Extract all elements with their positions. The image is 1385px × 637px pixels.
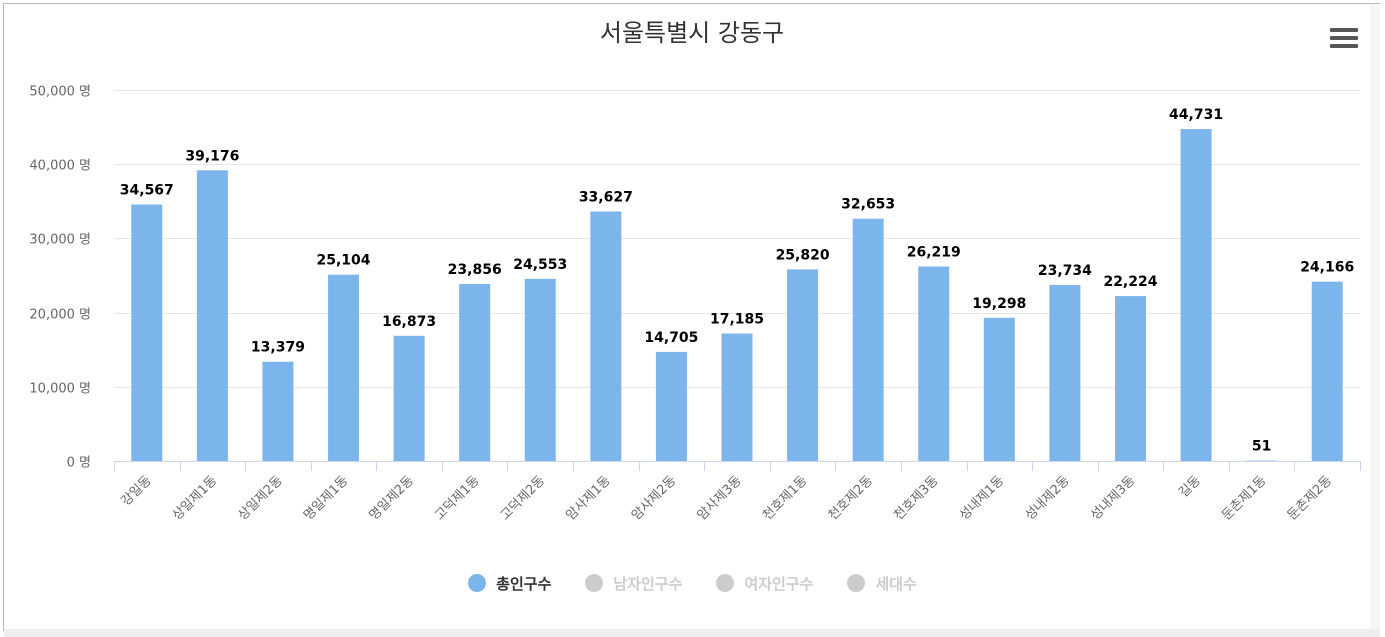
bars (131, 129, 1343, 461)
legend-label: 총인구수 (496, 574, 552, 593)
data-label: 25,820 (776, 247, 830, 263)
x-tick-label: 길동 (1176, 473, 1204, 501)
hamburger-menu-icon[interactable] (1330, 28, 1358, 52)
bar[interactable] (196, 170, 228, 461)
data-label: 34,567 (120, 183, 174, 199)
bottom-border-strip (4, 629, 1380, 637)
legend-item[interactable]: 세대수 (847, 569, 917, 597)
legend-label: 남자인구수 (613, 574, 683, 593)
data-label: 24,166 (1300, 260, 1354, 276)
y-tick-label: 20,000 명 (29, 308, 91, 323)
y-axis-labels: 0 명 10,000 명 20,000 명 30,000 명 40,000 명 50,00… (29, 85, 91, 471)
legend-marker-icon (468, 574, 487, 592)
data-label: 23,856 (448, 262, 502, 278)
legend-marker-icon (716, 574, 735, 592)
y-tick-label: 40,000 명 (29, 159, 91, 174)
bar[interactable] (262, 361, 294, 461)
data-label: 39,176 (185, 148, 239, 164)
bar[interactable] (131, 204, 163, 461)
legend-marker-icon (847, 574, 866, 592)
x-tick-label: 명일제1동 (301, 473, 351, 523)
bar[interactable] (1311, 281, 1343, 461)
x-tick-label: 성내제2동 (1022, 473, 1072, 523)
scroll-gutter (1370, 4, 1380, 630)
y-tick-label: 10,000 명 (29, 382, 91, 397)
data-label: 24,553 (513, 257, 567, 273)
x-tick-label: 성내제1동 (957, 473, 1007, 523)
legend-item[interactable]: 남자인구수 (585, 569, 682, 597)
bar[interactable] (787, 269, 819, 461)
legend-item[interactable]: 총인구수 (468, 569, 551, 597)
data-label: 14,705 (644, 330, 698, 346)
x-tick-label: 명일제2동 (367, 473, 417, 523)
data-label: 13,379 (251, 340, 305, 356)
data-label: 44,731 (1169, 107, 1223, 123)
bar[interactable] (852, 218, 884, 461)
data-label: 25,104 (317, 253, 371, 269)
bar[interactable] (524, 278, 556, 461)
y-tick-label: 0 명 (67, 456, 91, 471)
bar[interactable] (655, 351, 687, 461)
x-tick-label: 고덕제1동 (432, 473, 482, 523)
x-axis: 강일동 상일제1동 상일제2동 명일제1동 명일제2동 고덕제1동 고덕제2동 암사제1동 암사… (114, 461, 1361, 524)
legend-item[interactable]: 여자인구수 (716, 569, 813, 597)
data-label: 26,219 (907, 244, 961, 260)
bar[interactable] (459, 283, 491, 461)
data-label: 17,185 (710, 311, 764, 327)
x-tick-label: 천호제1동 (760, 473, 810, 523)
x-tick-label: 상일제2동 (235, 473, 285, 523)
bar[interactable] (1180, 129, 1212, 461)
bar[interactable] (721, 333, 753, 461)
x-tick-label: 고덕제2동 (498, 473, 548, 523)
bar[interactable] (918, 266, 950, 461)
legend-label: 세대수 (875, 574, 917, 593)
data-label: 32,653 (841, 197, 895, 213)
x-tick-label: 성내제3동 (1088, 473, 1138, 523)
data-label: 23,734 (1038, 263, 1092, 279)
x-tick-label: 둔촌제1동 (1219, 473, 1269, 523)
data-label: 33,627 (579, 189, 633, 205)
bar[interactable] (1049, 284, 1081, 461)
x-tick-label: 암사제3동 (695, 473, 745, 523)
chart-legend: 총인구수 남자인구수 여자인구수 세대수 (0, 569, 1385, 597)
x-tick-label: 암사제1동 (563, 473, 613, 523)
data-label: 51 (1252, 439, 1271, 455)
data-labels: 34,567 39,176 13,379 25,104 16,873 23,856 24,5… (120, 107, 1354, 455)
y-tick-label: 30,000 명 (29, 233, 91, 248)
data-label: 16,873 (382, 314, 436, 330)
x-tick-label: 천호제2동 (826, 473, 876, 523)
data-label: 19,298 (972, 296, 1026, 312)
legend-label: 여자인구수 (744, 574, 814, 593)
data-label: 22,224 (1103, 274, 1157, 290)
bar[interactable] (1114, 296, 1146, 461)
bar[interactable] (983, 317, 1015, 461)
x-tick-label: 둔촌제2동 (1285, 473, 1335, 523)
y-tick-label: 50,000 명 (29, 85, 91, 100)
bar[interactable] (393, 335, 425, 461)
chart-title: 서울특별시 강동구 (600, 19, 784, 47)
bar[interactable] (328, 274, 360, 461)
x-tick-label: 천호제3동 (891, 473, 941, 523)
x-tick-label: 강일동 (119, 473, 155, 509)
legend-marker-icon (585, 574, 604, 592)
chart-container (3, 3, 1380, 631)
x-tick-label: 암사제2동 (629, 473, 679, 523)
x-tick-label: 상일제1동 (170, 473, 220, 523)
bar[interactable] (590, 211, 622, 461)
